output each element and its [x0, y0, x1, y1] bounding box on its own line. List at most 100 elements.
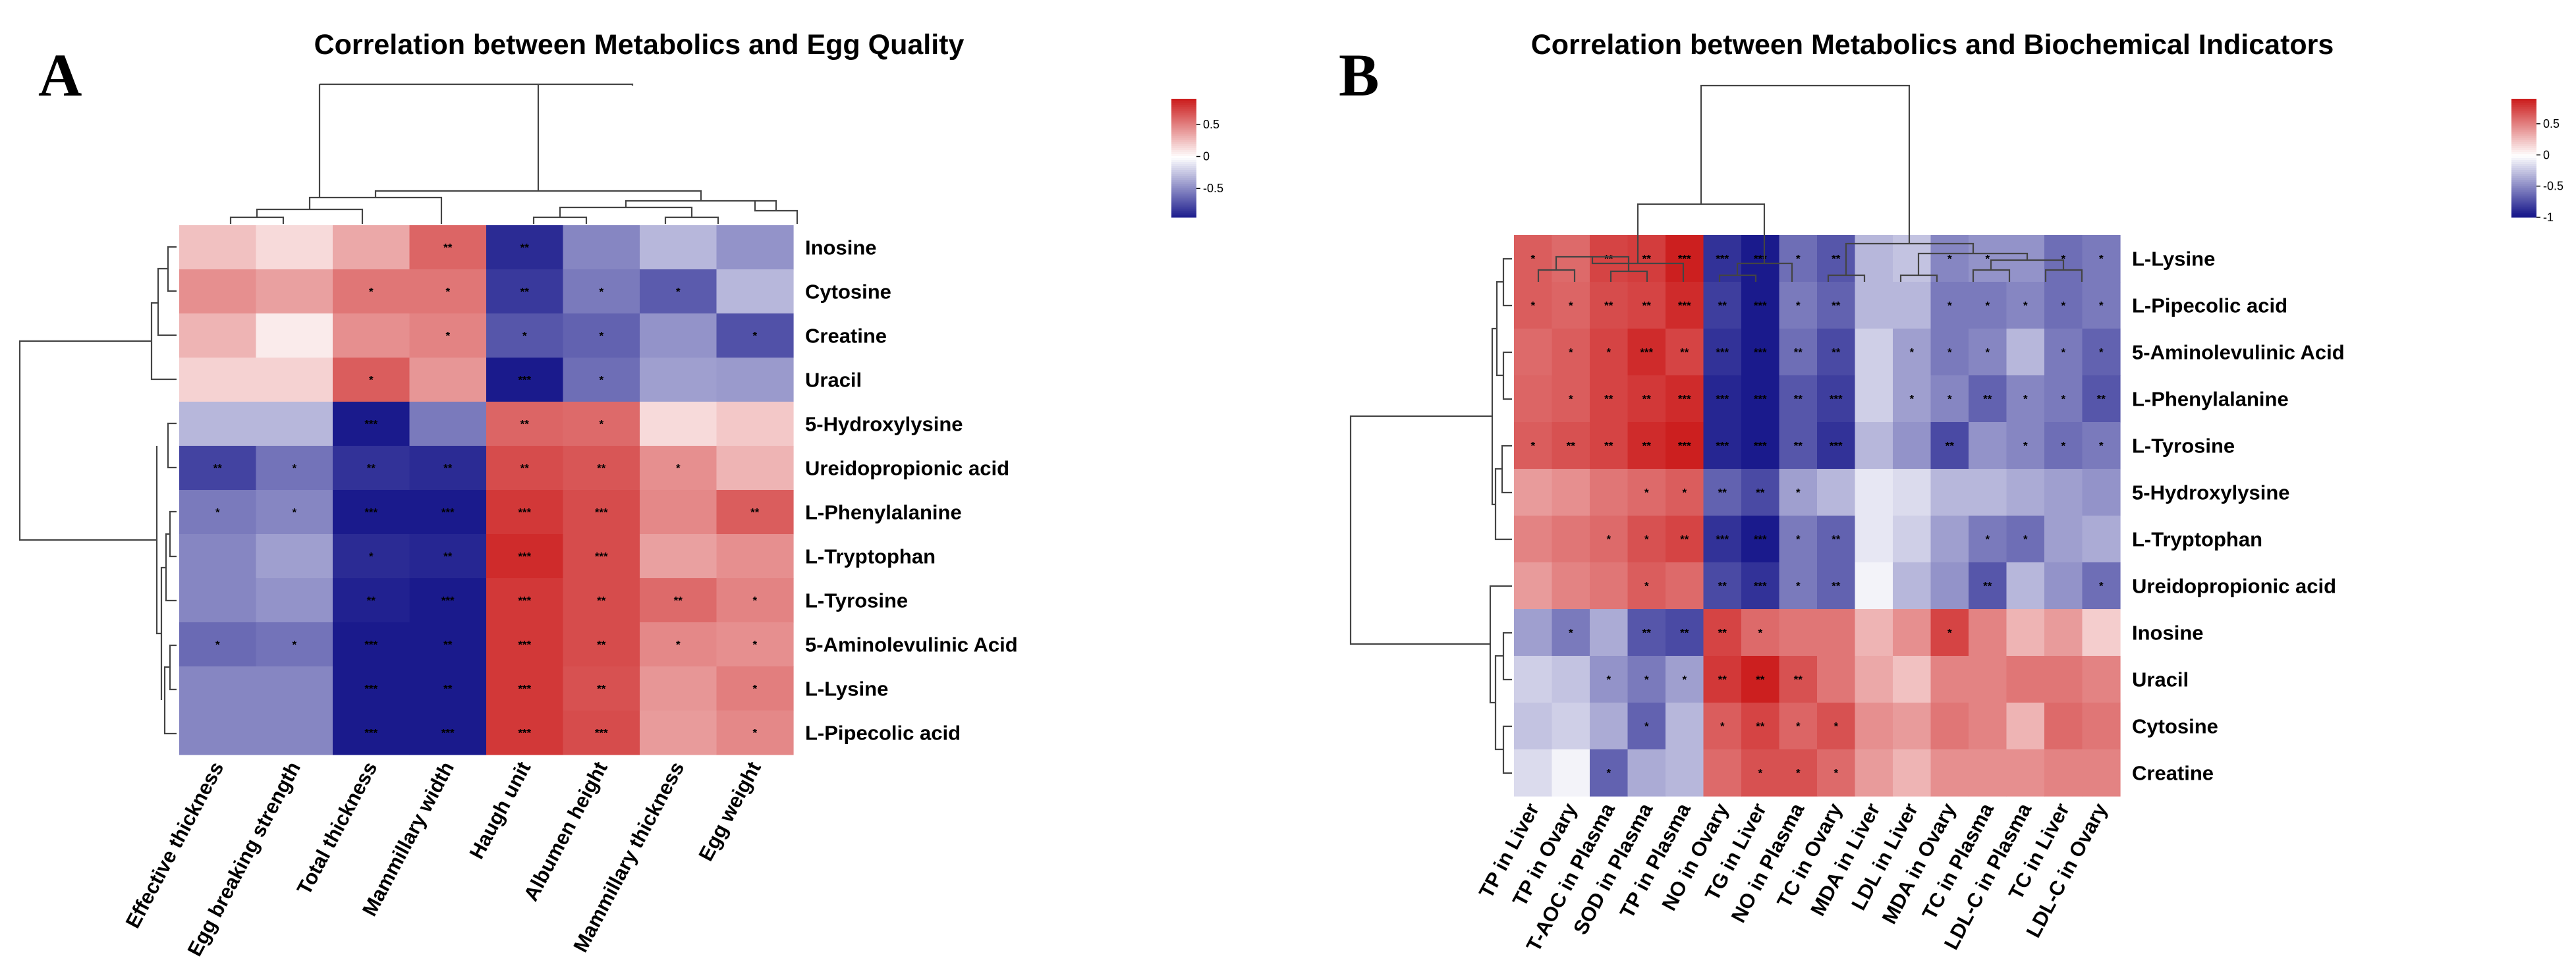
b-row-label: L-Tryptophan — [2132, 528, 2262, 551]
a-legend-swatch — [1171, 196, 1196, 198]
b-significance-r1-c0: * — [1530, 300, 1535, 312]
b-row-label: Ureidopropionic acid — [2132, 575, 2336, 598]
b-legend-swatch — [2511, 115, 2536, 117]
b-cell-r7-c11 — [1930, 562, 1969, 610]
b-cell-r9-c5 — [1703, 656, 1742, 703]
b-significance-r2-c1: * — [1569, 346, 1573, 359]
b-cell-r11-c15 — [2082, 749, 2121, 797]
b-significance-r11-c7: * — [1796, 767, 1801, 780]
a-cell-r1-c2 — [333, 269, 410, 314]
a-legend-swatch — [1171, 126, 1196, 129]
a-significance-r2-c4: * — [522, 330, 527, 342]
b-significance-r10-c5: * — [1720, 720, 1725, 733]
a-significance-r11-c7: * — [752, 727, 757, 739]
b-legend-swatch — [2511, 182, 2536, 184]
b-significance-r10-c8: * — [1834, 720, 1838, 733]
b-cell-r11-c10 — [1893, 749, 1932, 797]
a-cell-r0-c1 — [256, 225, 333, 270]
a-row-label: L-Tyrosine — [805, 589, 908, 612]
b-legend-swatch — [2511, 105, 2536, 107]
b-cell-r6-c10 — [1893, 516, 1932, 563]
b-cell-r1-c15 — [2082, 282, 2121, 329]
b-cell-r7-c14 — [2044, 562, 2083, 610]
b-legend-swatch — [2511, 196, 2536, 198]
b-cell-r2-c10 — [1893, 329, 1932, 376]
a-significance-r7-c4: *** — [518, 551, 531, 563]
b-legend-swatch — [2511, 124, 2536, 127]
b-cell-r10-c3 — [1627, 703, 1666, 750]
b-cell-r7-c10 — [1893, 562, 1932, 610]
b-cell-r6-c5 — [1703, 516, 1742, 563]
b-significance-r2-c5: *** — [1716, 346, 1729, 359]
a-cell-r3-c5 — [563, 358, 640, 402]
a-legend-swatch — [1171, 176, 1196, 178]
b-significance-r3-c4: *** — [1678, 393, 1691, 406]
a-cell-r6-c6 — [640, 490, 717, 535]
a-significance-r5-c3: ** — [443, 462, 453, 475]
a-legend-swatch — [1171, 180, 1196, 182]
b-cell-r1-c1 — [1552, 282, 1590, 329]
a-legend-swatch — [1171, 158, 1196, 161]
a-legend-swatch — [1171, 200, 1196, 202]
b-significance-r1-c4: *** — [1678, 300, 1691, 312]
a-significance-r6-c1: * — [292, 506, 296, 519]
b-cell-r1-c10 — [1893, 282, 1932, 329]
a-cell-r8-c4 — [486, 578, 564, 623]
a-cell-r0-c5 — [563, 225, 640, 270]
a-significance-r8-c2: ** — [367, 595, 376, 607]
b-legend-swatch — [2511, 122, 2536, 125]
b-significance-r7-c8: ** — [1832, 580, 1841, 593]
a-significance-r9-c2: *** — [364, 639, 378, 651]
b-significance-r9-c5: ** — [1718, 674, 1727, 686]
a-significance-r4-c4: ** — [520, 418, 530, 431]
panel-a-dendrograms — [18, 83, 798, 735]
b-cell-r11-c11 — [1930, 749, 1969, 797]
b-significance-r4-c2: ** — [1604, 440, 1613, 452]
b-significance-r6-c2: * — [1606, 533, 1611, 546]
a-cell-r9-c2 — [333, 622, 410, 667]
a-cell-r2-c4 — [486, 313, 564, 358]
b-significance-r7-c7: * — [1796, 580, 1801, 593]
b-significance-r1-c13: * — [2023, 300, 2028, 312]
b-cell-r0-c0 — [1514, 235, 1553, 282]
b-legend-swatch — [2511, 198, 2536, 200]
b-legend-swatch — [2511, 132, 2536, 135]
b-cell-r9-c12 — [1969, 656, 2007, 703]
b-significance-r5-c6: ** — [1756, 487, 1765, 499]
b-cell-r4-c4 — [1666, 422, 1704, 470]
b-cell-r3-c7 — [1779, 375, 1818, 423]
a-significance-r3-c5: * — [599, 374, 603, 387]
a-cell-r8-c5 — [563, 578, 640, 623]
b-cell-r5-c8 — [1817, 469, 1856, 516]
b-cell-r2-c14 — [2044, 329, 2083, 376]
b-cell-r10-c0 — [1514, 703, 1553, 750]
a-cell-r2-c5 — [563, 313, 640, 358]
b-significance-r7-c12: ** — [1983, 580, 1992, 593]
b-significance-r9-c4: * — [1682, 674, 1687, 686]
b-cell-r8-c15 — [2082, 609, 2121, 657]
b-legend-swatch — [2511, 148, 2536, 151]
b-significance-r7-c6: *** — [1754, 580, 1767, 593]
b-cell-r9-c6 — [1741, 656, 1780, 703]
b-legend-swatch — [2511, 180, 2536, 182]
a-cell-r0-c4 — [486, 225, 564, 270]
panel-a: A Correlation between Metabolics and Egg… — [18, 29, 1223, 960]
a-cell-r1-c1 — [256, 269, 333, 314]
b-cell-r7-c3 — [1627, 562, 1666, 610]
b-legend-swatch — [2511, 107, 2536, 109]
b-cell-r4-c0 — [1514, 422, 1553, 470]
b-row-label: L-Tyrosine — [2132, 435, 2235, 458]
a-significance-r1-c3: * — [445, 286, 450, 298]
a-cell-r2-c6 — [640, 313, 717, 358]
b-cell-r3-c4 — [1666, 375, 1704, 423]
b-significance-r4-c1: ** — [1567, 440, 1576, 452]
b-cell-r5-c15 — [2082, 469, 2121, 516]
b-legend-swatch — [2511, 128, 2536, 131]
a-row-label: L-Phenylalanine — [805, 501, 962, 524]
a-cell-r8-c2 — [333, 578, 410, 623]
b-cell-r3-c8 — [1817, 375, 1856, 423]
b-cell-r0-c15 — [2082, 235, 2121, 282]
b-significance-r0-c7: * — [1796, 253, 1801, 265]
a-cell-r1-c3 — [409, 269, 487, 314]
